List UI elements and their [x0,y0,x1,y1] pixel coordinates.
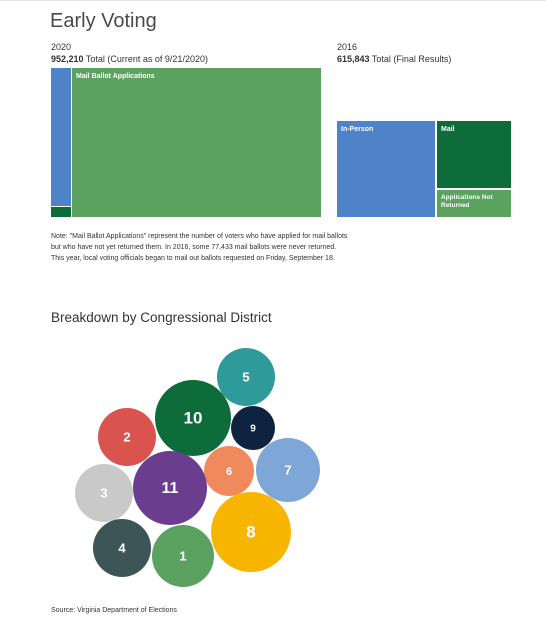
total-note: Total (Final Results) [371,54,452,64]
top-border [0,0,546,1]
source: Source: Virginia Department of Elections [51,607,177,614]
district-label: 7 [284,462,291,477]
year: 2020 [51,42,72,52]
district-bubble [211,492,291,572]
district-label: 2 [123,429,130,444]
block: Mail Ballot Applications [72,68,321,217]
district-label: 3 [100,485,107,500]
block: In-Person [337,121,435,217]
block: Mail [437,121,511,188]
district-label: 11 [162,480,179,497]
total: 615,843 [337,54,370,64]
district-bubble [256,438,320,502]
block: Applications Not Returned [437,190,511,217]
district-label: 9 [250,424,256,435]
district-label: 4 [118,540,126,555]
district-bubble [204,446,254,496]
total-note: Total (Current as of 9/21/2020) [85,54,208,64]
district-label: 5 [242,369,249,384]
district-label: 8 [246,522,255,541]
district-bubble [217,348,275,406]
note: Note: "Mail Ballot Applications" represe… [51,233,348,262]
district-label: 10 [184,408,203,427]
district-bubble [75,464,133,522]
title: Early Voting [50,10,157,32]
total: 952,210 [51,54,84,64]
year: 2016 [337,42,358,52]
total-line: 952,210 Total (Current as of 9/21/2020) [51,54,208,64]
district-bubble [93,519,151,577]
block [51,207,71,217]
total-line: 615,843 Total (Final Results) [337,54,451,64]
block [51,68,71,206]
district-bubble [231,406,275,450]
district-bubble [133,451,207,525]
district-label: 6 [226,466,232,478]
district-bubble [155,380,231,456]
district-label: 1 [179,548,186,563]
section-title: Breakdown by Congressional District [51,310,272,325]
district-bubble [98,408,156,466]
district-bubble [152,525,214,587]
